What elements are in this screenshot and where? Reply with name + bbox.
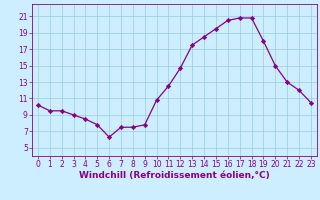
X-axis label: Windchill (Refroidissement éolien,°C): Windchill (Refroidissement éolien,°C) — [79, 171, 270, 180]
